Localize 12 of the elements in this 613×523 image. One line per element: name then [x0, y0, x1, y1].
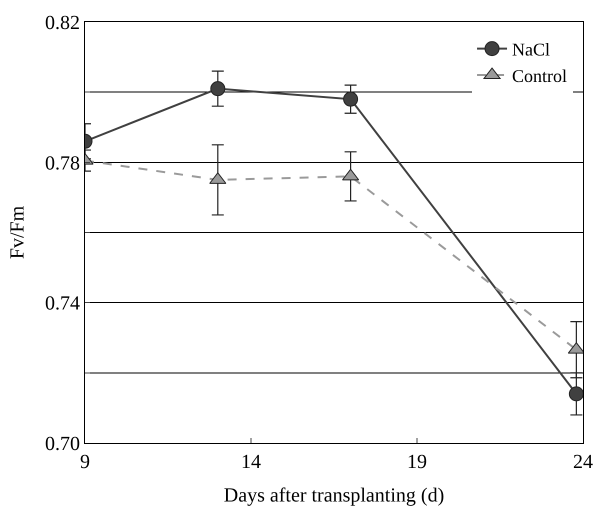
x-tick-label: 24	[573, 451, 593, 473]
y-tick-label: 0.74	[45, 292, 80, 315]
y-tick-label: 0.82	[45, 12, 80, 34]
x-tick-label: 9	[80, 451, 90, 473]
x-tick-label: 19	[407, 451, 427, 473]
legend-label: Control	[512, 66, 568, 86]
y-tick-label: 0.70	[45, 433, 80, 455]
y-axis-title: Fv/Fm	[6, 205, 28, 260]
legend-label: NaCl	[512, 40, 550, 60]
x-tick-label: 14	[241, 451, 261, 473]
x-axis-title: Days after transplanting (d)	[224, 484, 444, 506]
y-tick-label: 0.78	[45, 152, 80, 174]
